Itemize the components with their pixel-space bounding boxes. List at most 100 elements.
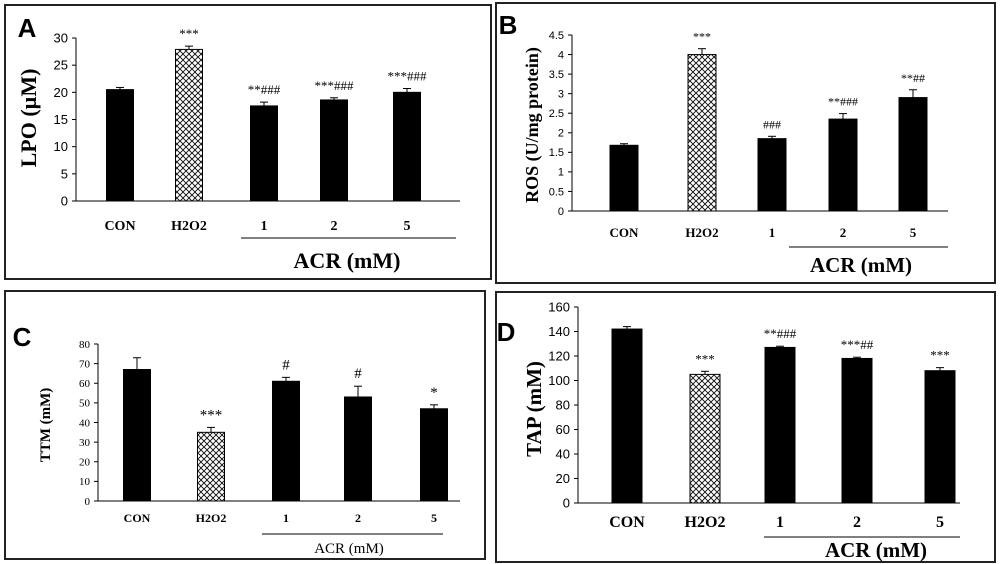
y-tick-label: 1 xyxy=(558,167,564,179)
bar xyxy=(611,328,643,504)
y-tick-label: 80 xyxy=(556,398,570,413)
category-label: 5 xyxy=(431,511,437,525)
category-label: CON xyxy=(124,511,151,525)
y-tick-label: 4.5 xyxy=(549,30,564,42)
category-label: H2O2 xyxy=(196,511,227,525)
significance-label: ***### xyxy=(315,78,355,93)
significance-label: * xyxy=(430,385,438,401)
y-tick-label: 5 xyxy=(61,166,68,181)
y-tick-label: 40 xyxy=(556,447,570,462)
significance-label: ***## xyxy=(841,337,874,352)
y-tick-label: 25 xyxy=(54,58,68,73)
bar xyxy=(898,97,928,212)
y-axis-label: ROS (U/mg protein) xyxy=(522,47,543,203)
y-axis-label: LPO (µM) xyxy=(16,69,41,168)
category-label: 5 xyxy=(404,219,411,234)
significance-label: # xyxy=(282,357,290,373)
significance-label: *** xyxy=(179,26,199,41)
significance-label: # xyxy=(354,366,362,382)
chart-d: D 0 20 40 60 80 100 120 140 160 TAP (mM) CON *** H2O2… xyxy=(497,300,960,562)
panel-label: D xyxy=(497,317,516,347)
bar xyxy=(689,373,721,504)
group-label: ACR (mM) xyxy=(810,253,912,277)
y-tick-label: 10 xyxy=(54,139,68,154)
chart-b: B 0 0.5 1 1.5 2 2.5 3 3.5 4 4.5 ROS (U/mg protein) C… xyxy=(499,10,948,277)
bar xyxy=(609,144,639,212)
bar xyxy=(420,408,448,502)
y-tick-label: 60 xyxy=(556,422,570,437)
y-tick-label: 30 xyxy=(54,31,68,46)
y-tick-label: 20 xyxy=(79,457,91,469)
y-tick-label: 30 xyxy=(79,437,91,449)
category-label: H2O2 xyxy=(685,225,718,240)
category-label: CON xyxy=(609,514,645,531)
significance-label: *** xyxy=(930,348,950,363)
y-tick-label: 0 xyxy=(558,206,564,218)
y-tick-label: 0 xyxy=(61,194,68,209)
category-label: 2 xyxy=(355,511,361,525)
category-label: 2 xyxy=(853,514,861,531)
category-label: 2 xyxy=(331,219,338,234)
chart-c: C 0 10 20 30 40 50 60 70 80 TTM (mM) CON *** H2O2 #1 #2… xyxy=(13,322,460,557)
y-tick-label: 160 xyxy=(548,300,570,315)
bar xyxy=(250,105,278,202)
y-tick-label: 0 xyxy=(85,496,91,508)
y-tick-label: 120 xyxy=(548,349,570,364)
bar xyxy=(687,54,717,212)
significance-label: **### xyxy=(764,326,797,341)
y-tick-label: 70 xyxy=(79,358,91,370)
y-tick-label: 40 xyxy=(79,417,91,429)
panel-c xyxy=(4,290,486,560)
significance-label: *** xyxy=(695,351,715,366)
bar xyxy=(175,48,203,202)
y-tick-label: 10 xyxy=(79,476,91,488)
y-tick-label: 80 xyxy=(79,339,91,351)
bar xyxy=(197,431,225,502)
bar xyxy=(828,118,858,212)
category-label: H2O2 xyxy=(171,219,207,234)
panel-label: B xyxy=(499,10,518,40)
significance-label: ***### xyxy=(388,69,428,84)
category-label: 1 xyxy=(769,225,776,240)
category-label: 5 xyxy=(936,514,944,531)
bar xyxy=(757,138,787,212)
category-label: 2 xyxy=(840,225,847,240)
bar xyxy=(123,369,151,502)
category-label: CON xyxy=(104,219,135,234)
y-tick-label: 100 xyxy=(548,373,570,388)
category-label: CON xyxy=(610,225,640,240)
significance-label: *** xyxy=(693,30,711,44)
bar xyxy=(924,370,956,504)
bar xyxy=(344,396,372,502)
bar xyxy=(272,380,300,502)
y-tick-label: 140 xyxy=(548,324,570,339)
y-axis-label: TAP (mM) xyxy=(522,361,546,457)
bar xyxy=(106,89,134,202)
y-axis-label: TTM (mM) xyxy=(38,388,54,463)
significance-label: **### xyxy=(828,95,858,109)
y-tick-label: 3.5 xyxy=(549,69,564,81)
significance-label: **### xyxy=(248,82,281,97)
significance-label: **## xyxy=(901,71,925,85)
panel-label: A xyxy=(18,13,37,43)
y-tick-label: 2 xyxy=(558,128,564,140)
category-label: 1 xyxy=(261,219,268,234)
y-tick-label: 20 xyxy=(556,471,570,486)
y-tick-label: 3 xyxy=(558,89,564,101)
y-tick-label: 0 xyxy=(563,496,570,511)
y-tick-label: 60 xyxy=(79,378,91,390)
bar xyxy=(393,91,421,202)
y-tick-label: 0.5 xyxy=(549,186,564,198)
bar xyxy=(764,346,796,504)
significance-label: *** xyxy=(200,407,223,423)
bar xyxy=(320,99,348,202)
group-label: ACR (mM) xyxy=(314,541,384,557)
group-label: ACR (mM) xyxy=(825,538,927,562)
bar xyxy=(841,357,873,504)
category-label: 1 xyxy=(776,514,784,531)
y-tick-label: 1.5 xyxy=(549,147,564,159)
y-tick-label: 50 xyxy=(79,398,91,410)
y-tick-label: 15 xyxy=(54,112,68,127)
